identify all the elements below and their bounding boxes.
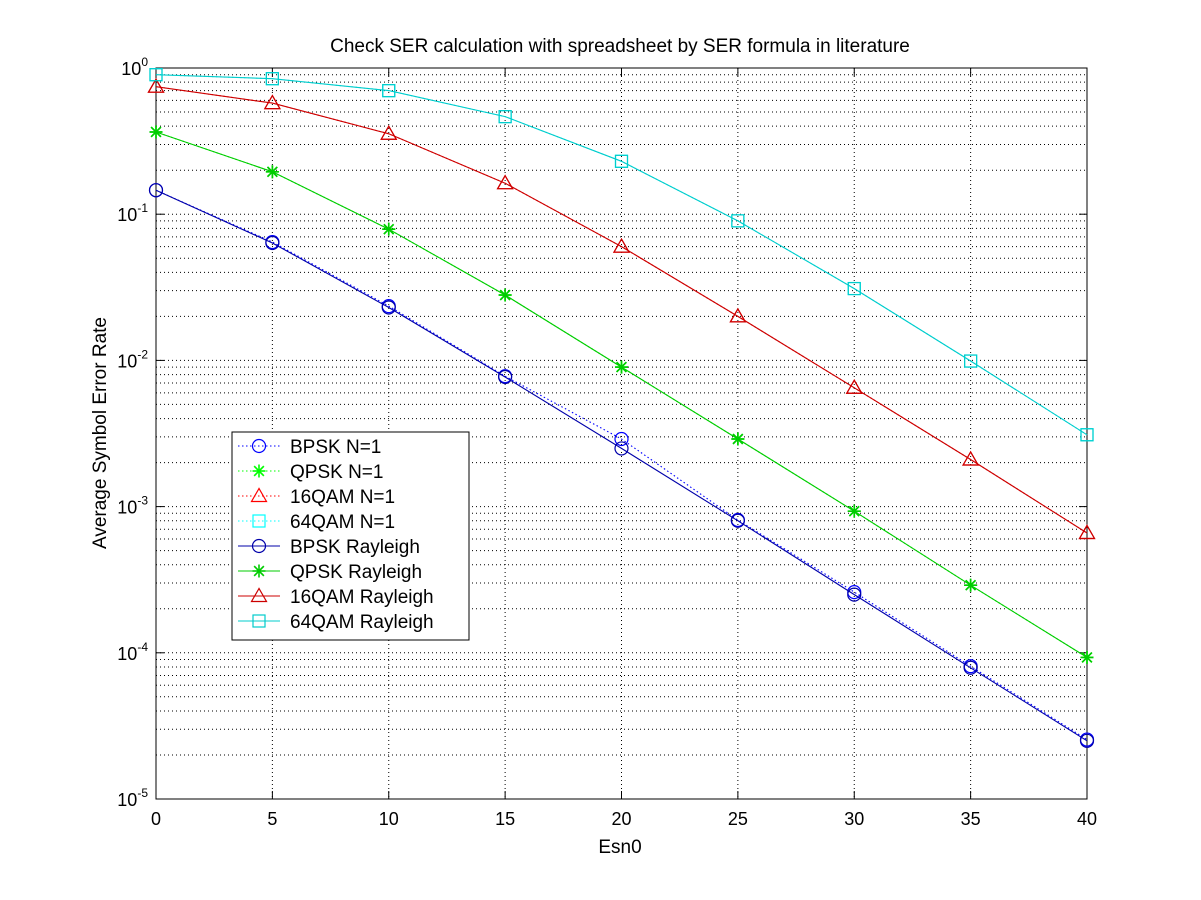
x-tick-label: 20 (611, 809, 631, 829)
series-line (155, 86, 1088, 534)
series-line (155, 74, 1088, 436)
y-axis-label: Average Symbol Error Rate (90, 317, 111, 549)
circle-marker (498, 369, 513, 385)
x-tick-label: 30 (844, 809, 864, 829)
legend-entry: BPSK Rayleigh (238, 537, 420, 558)
legend-entry: 16QAM Rayleigh (238, 587, 434, 608)
square-marker (847, 281, 861, 296)
square-marker (498, 110, 512, 124)
series-64qam-rayleigh (149, 68, 1094, 442)
square-marker (265, 72, 279, 86)
square-marker (614, 154, 629, 168)
triangle-marker (729, 307, 747, 323)
legend: BPSK N=1 QPSK N=1 16QAM N=1 64QAM N=1 BPSK R… (231, 431, 470, 641)
star-marker (615, 360, 628, 374)
circle-marker (614, 431, 629, 447)
legend-box (231, 431, 470, 641)
circle-marker (963, 660, 978, 675)
x-tick-label: 25 (728, 809, 748, 829)
chart-title: Check SER calculation with spreadsheet b… (330, 36, 910, 57)
legend-entry: 16QAM N=1 (238, 487, 395, 508)
series-line (155, 189, 1088, 742)
star-marker (252, 464, 266, 478)
star-marker (847, 504, 861, 518)
square-marker (149, 68, 163, 82)
legend-label: QPSK Rayleigh (290, 562, 422, 583)
triangle-marker (250, 587, 268, 603)
star-marker (252, 564, 266, 578)
star-marker (498, 288, 512, 302)
y-tick-label: 10-2 (117, 347, 148, 371)
triangle-marker (380, 125, 398, 140)
x-tick-label: 35 (961, 809, 981, 829)
circle-marker (251, 438, 267, 454)
circle-marker (251, 538, 267, 554)
series-16qam-rayleigh (147, 77, 1096, 540)
star-marker (382, 222, 396, 236)
legend-label: BPSK N=1 (290, 437, 381, 458)
triangle-marker (250, 487, 268, 503)
circle-marker (265, 235, 280, 251)
triangle-marker (962, 450, 980, 466)
legend-label: 16QAM Rayleigh (290, 587, 434, 608)
y-tick-label: 10-5 (117, 786, 148, 810)
square-marker (731, 214, 745, 228)
triangle-marker (496, 174, 514, 190)
x-tick-label: 10 (379, 809, 399, 829)
star-marker (1080, 650, 1094, 664)
legend-label: 16QAM N=1 (290, 487, 395, 508)
legend-label: QPSK N=1 (290, 462, 383, 483)
legend-entry: BPSK N=1 (238, 437, 381, 458)
square-marker (252, 514, 266, 528)
star-marker (149, 125, 163, 139)
series-qpsk-rayleigh (149, 125, 1094, 664)
circle-marker (1079, 733, 1095, 748)
circle-marker (381, 300, 396, 315)
legend-label: BPSK Rayleigh (290, 537, 420, 558)
x-tick-label: 15 (495, 809, 515, 829)
series-layer (147, 68, 1096, 748)
triangle-marker (1078, 524, 1096, 540)
series-bpsk-rayleigh (148, 183, 1095, 748)
axis-ticks: 0 5 10 15 20 25 30 35 40 100 10-1 10-2 10-3 10-4 10-5 (117, 55, 1097, 829)
square-marker (1080, 428, 1094, 442)
series-line (155, 189, 1088, 741)
legend-label: 64QAM Rayleigh (290, 612, 434, 633)
legend-entry: QPSK Rayleigh (238, 562, 422, 583)
legend-entry: QPSK N=1 (238, 462, 383, 483)
y-tick-label: 10-4 (117, 640, 148, 664)
x-tick-label: 0 (151, 809, 161, 829)
square-marker (382, 84, 396, 98)
legend-entry: 64QAM N=1 (238, 512, 395, 533)
y-tick-label: 10-1 (117, 201, 148, 225)
circle-marker (614, 441, 629, 456)
circle-marker (148, 183, 164, 198)
triangle-marker (612, 237, 631, 253)
y-tick-label: 100 (121, 55, 148, 79)
star-marker (265, 165, 279, 179)
x-tick-label: 40 (1077, 809, 1097, 829)
star-marker (731, 432, 745, 446)
circle-marker (730, 513, 745, 528)
square-marker (252, 614, 266, 628)
circle-marker (847, 587, 862, 602)
star-marker (964, 578, 978, 592)
y-tick-label: 10-3 (117, 494, 148, 518)
square-marker (964, 354, 978, 368)
triangle-marker (147, 77, 165, 93)
x-axis-label: Esn0 (598, 837, 641, 858)
legend-label: 64QAM N=1 (290, 512, 395, 533)
triangle-marker (845, 379, 863, 394)
x-tick-label: 5 (267, 809, 277, 829)
triangle-marker (263, 94, 281, 110)
legend-entry: 64QAM Rayleigh (238, 612, 434, 633)
